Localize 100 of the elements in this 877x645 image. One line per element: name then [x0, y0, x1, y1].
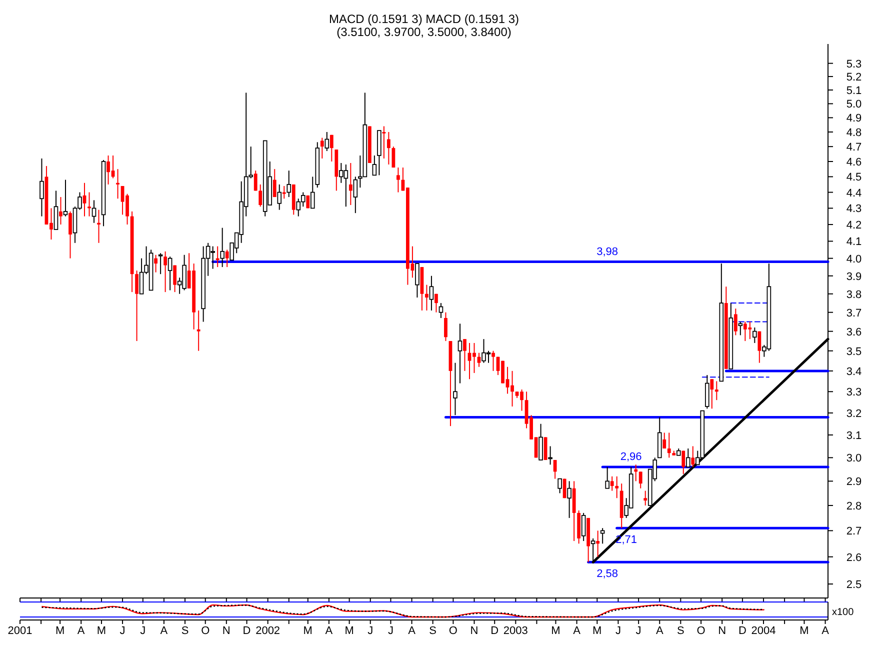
candlestick: [667, 432, 671, 458]
candlestick: [220, 227, 224, 268]
candlestick: [164, 250, 168, 293]
x-tick-label: S: [676, 625, 684, 637]
candlestick: [605, 466, 610, 489]
candlestick: [682, 450, 686, 475]
y-tick-label: 3.2: [846, 408, 862, 420]
x-tick-label: A: [822, 625, 830, 637]
candlestick: [330, 134, 334, 162]
y-tick-label: 2.9: [846, 476, 862, 488]
x-tick-label: M: [592, 625, 602, 637]
candlestick: [310, 176, 315, 209]
candlestick: [438, 302, 444, 318]
candlestick: [615, 476, 619, 499]
y-tick-label: 5.1: [846, 84, 862, 97]
candlestick: [63, 179, 68, 217]
y-tick-label: 4.8: [846, 127, 862, 139]
y-tick-label: 3.4: [846, 366, 862, 378]
candlestick: [434, 293, 438, 313]
x-tick-label: J: [388, 625, 394, 637]
annotation: 3,98: [596, 246, 618, 258]
candlestick: [40, 158, 44, 217]
candlestick: [324, 132, 330, 152]
candlestick: [453, 362, 458, 416]
y-axis-title: x100: [832, 607, 854, 618]
x-tick-label: J: [615, 625, 621, 637]
candlestick: [353, 176, 358, 214]
candlestick: [538, 423, 543, 460]
y-tick-label: 3.1: [846, 430, 862, 442]
candlestick: [638, 471, 642, 489]
x-tick-label: M: [55, 625, 65, 637]
x-tick-label: N: [470, 625, 478, 637]
y-tick-label: 3.6: [846, 326, 862, 338]
annotation: 2,96: [620, 450, 642, 463]
x-tick-label: M: [303, 625, 312, 637]
y-tick-label: 2.5: [846, 579, 862, 591]
x-tick-label: N: [718, 625, 726, 637]
candlestick: [581, 512, 586, 542]
y-tick-label: 3.3: [846, 386, 862, 399]
candlestick: [59, 196, 62, 226]
x-tick-label: S: [181, 625, 189, 637]
x-tick-label: J: [120, 625, 126, 637]
y-tick-label: 5.0: [846, 98, 862, 111]
candlestick: [272, 168, 276, 198]
candlestick: [691, 446, 695, 468]
x-tick-label: D: [242, 625, 251, 637]
x-tick-label: M: [800, 625, 809, 637]
y-tick-label: 5.3: [846, 58, 862, 70]
y-tick-label: 2.7: [846, 526, 862, 538]
x-tick-label: 2001: [8, 625, 32, 637]
candlestick: [254, 170, 258, 192]
candlestick: [277, 184, 282, 210]
x-tick-label: 2004: [751, 625, 776, 637]
candlestick: [567, 480, 572, 518]
y-tick-label: 3.0: [846, 452, 862, 465]
candlestick: [596, 530, 600, 558]
y-tick-label: 4.7: [846, 142, 862, 154]
chart-title: MACD (0.1591 3) MACD (0.1591 3): [328, 12, 520, 26]
candlestick: [548, 446, 552, 466]
candlestick: [282, 186, 286, 200]
candlestick: [154, 254, 158, 273]
candlestick: [444, 312, 448, 342]
y-tick-label: 4.6: [846, 156, 862, 168]
y-tick-label: 4.0: [846, 253, 862, 266]
y-tick-label: 5.2: [846, 72, 862, 84]
candlestick: [396, 167, 400, 193]
candlestick: [382, 126, 386, 159]
x-tick-label: 2003: [503, 625, 528, 637]
x-tick-label: J: [636, 625, 642, 637]
candlestick: [286, 170, 292, 198]
candlestick: [135, 270, 138, 342]
candlestick: [758, 330, 762, 364]
candlestick: [225, 249, 229, 268]
candlestick: [116, 168, 120, 200]
candlestick: [372, 154, 377, 176]
candlestick: [463, 338, 466, 372]
x-tick-label: A: [408, 625, 416, 637]
candlestick: [610, 476, 614, 492]
y-tick-label: 3.5: [846, 346, 862, 358]
x-tick-label: S: [429, 625, 436, 637]
y-tick-label: 4.1: [846, 236, 862, 248]
candlestick: [415, 263, 420, 298]
candlestick: [158, 252, 163, 275]
candlestick: [704, 374, 710, 410]
candlestick: [662, 432, 666, 449]
candlestick: [54, 190, 58, 230]
candlestick: [258, 184, 262, 208]
candlestick: [458, 323, 462, 384]
x-tick-label: A: [573, 625, 582, 637]
candlestick: [425, 284, 428, 311]
x-tick-label: O: [201, 625, 210, 637]
candlestick: [348, 162, 352, 206]
x-tick-label: D: [738, 625, 746, 637]
candlestick: [320, 137, 324, 159]
y-tick-label: 3.7: [846, 307, 862, 320]
y-tick-label: 2.6: [846, 552, 862, 564]
chart-subtitle: (3.5100, 3.9700, 3.5000, 3.8400): [336, 25, 512, 39]
y-tick-label: 4.2: [846, 220, 862, 232]
x-tick-label: A: [325, 625, 334, 637]
candlestick: [97, 209, 100, 244]
